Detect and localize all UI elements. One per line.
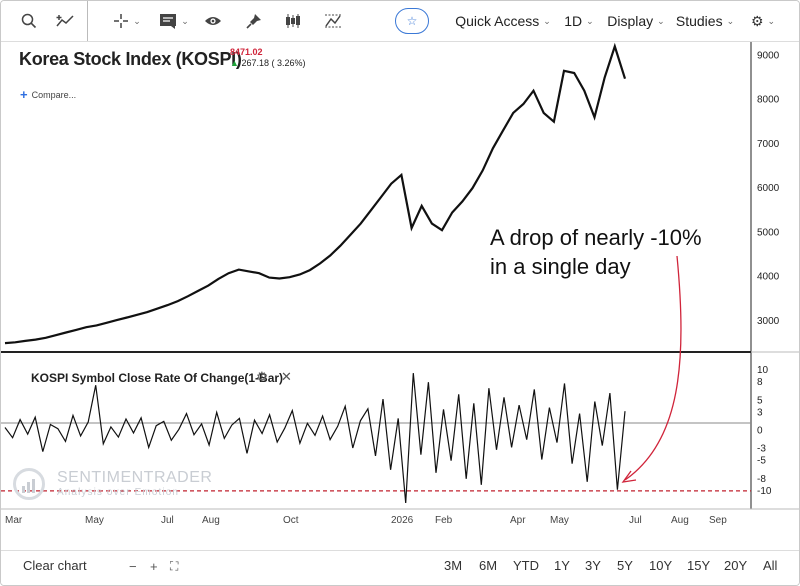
- bottom-toolbar: [1, 550, 799, 585]
- display-menu[interactable]: Display ⌄: [605, 1, 667, 41]
- compare-button[interactable]: + Compare...: [20, 87, 76, 102]
- price-axis-tick: 8000: [757, 95, 780, 106]
- price-axis-tick: 7000: [757, 139, 780, 150]
- range-button-15y[interactable]: 15Y: [687, 558, 711, 573]
- range-button-3m[interactable]: 3M: [444, 558, 463, 573]
- interval-label: 1D: [564, 13, 583, 29]
- range-button-6m[interactable]: 6M: [479, 558, 498, 573]
- fit-screen-icon[interactable]: ⛶: [170, 559, 179, 573]
- price-axis-tick: 4000: [757, 272, 780, 283]
- chevron-down-icon: ⌄: [657, 15, 665, 26]
- display-label: Display: [607, 13, 654, 29]
- x-axis-label: Sep: [709, 515, 727, 526]
- price-axis-tick: 9000: [757, 50, 780, 61]
- quick-access-menu[interactable]: Quick Access ⌄: [455, 1, 551, 41]
- annotation-arrow: [624, 255, 682, 481]
- quick-access-label: Quick Access: [455, 13, 540, 29]
- roc-axis-tick: 0: [757, 426, 763, 437]
- x-axis-label: 2026: [391, 515, 414, 526]
- indicator-title: KOSPI Symbol Close Rate Of Change(1-Bar): [31, 371, 284, 385]
- favorite-star-button[interactable]: ☆: [395, 8, 429, 34]
- price-change: ▲ 267.18 ( 3.26%): [230, 58, 305, 68]
- plus-icon: +: [20, 87, 28, 102]
- roc-axis-tick: -3: [757, 444, 766, 455]
- roc-axis-tick: 5: [757, 395, 763, 406]
- range-button-10y[interactable]: 10Y: [649, 558, 673, 573]
- range-button-5y[interactable]: 5Y: [617, 558, 633, 573]
- chevron-down-icon: ⌄: [767, 15, 776, 26]
- chevron-down-icon: ⌄: [133, 15, 141, 26]
- pin-icon[interactable]: [243, 1, 265, 41]
- annotation-arrow-head: [621, 470, 637, 483]
- chevron-down-icon: ⌄: [543, 15, 551, 26]
- chevron-down-icon: ⌄: [181, 15, 189, 26]
- last-price: 8471.02: [230, 47, 263, 57]
- toolbar-divider: [87, 1, 88, 41]
- price-axis-tick: 5000: [757, 227, 780, 238]
- price-series-line: [4, 42, 627, 345]
- annotation-text: A drop of nearly -10% in a single day: [490, 223, 702, 281]
- roc-axis-tick: 8: [757, 377, 763, 388]
- watermark-tagline: Analysis over Emotion: [57, 487, 180, 498]
- range-button-20y[interactable]: 20Y: [724, 558, 748, 573]
- settings-menu[interactable]: ⚙ ⌄: [746, 1, 780, 41]
- crosshair-icon[interactable]: ⌄: [111, 1, 143, 41]
- roc-axis-tick: -10: [757, 486, 772, 497]
- clear-chart-button[interactable]: Clear chart: [23, 558, 87, 573]
- chart-title: Korea Stock Index (KOSPI): [19, 49, 242, 69]
- interval-menu[interactable]: 1D ⌄: [561, 1, 597, 41]
- price-axis-tick: 3000: [757, 316, 780, 327]
- price-change-value: 267.18 ( 3.26%): [241, 58, 306, 68]
- x-axis-label: Apr: [510, 515, 526, 526]
- roc-axis-tick: -8: [757, 474, 766, 485]
- eye-icon[interactable]: [201, 1, 225, 41]
- x-axis-label: May: [550, 515, 569, 526]
- range-button-ytd[interactable]: YTD: [513, 558, 539, 573]
- range-button-3y[interactable]: 3Y: [585, 558, 601, 573]
- indicator-close-icon[interactable]: ✕: [281, 369, 292, 384]
- search-icon[interactable]: [17, 1, 41, 41]
- chart-type-icon[interactable]: ⌄: [157, 1, 191, 41]
- x-axis-label: Jul: [161, 515, 174, 526]
- chart-canvas[interactable]: 3000 4000 5000 6000 7000 8000 9000 108 53 0 -3-5 -…: [1, 1, 799, 549]
- indicator-settings-gear-icon[interactable]: ⚙: [256, 369, 268, 384]
- roc-series-line: [4, 373, 626, 504]
- top-toolbar: ⌄ ⌄ ☆ Quick Access ⌄ 1D ⌄ Display ⌄: [1, 1, 799, 42]
- gear-icon: ⚙: [750, 12, 764, 29]
- watermark-logo-icon: [13, 468, 45, 500]
- x-axis-label: Aug: [671, 515, 689, 526]
- up-arrow-icon: ▲: [230, 58, 239, 68]
- price-axis-tick: 6000: [757, 183, 780, 194]
- annotation-line-1: A drop of nearly -10%: [490, 225, 702, 250]
- zoom-out-button[interactable]: −: [129, 559, 137, 574]
- chevron-down-icon: ⌄: [726, 15, 735, 26]
- range-button-all[interactable]: All: [763, 558, 778, 573]
- draw-trend-icon[interactable]: [53, 1, 79, 41]
- chevron-down-icon: ⌄: [586, 15, 594, 26]
- x-axis-label: Oct: [283, 515, 299, 526]
- zoom-in-button[interactable]: +: [150, 559, 158, 574]
- studies-label: Studies: [675, 13, 723, 29]
- roc-axis-tick: 3: [757, 407, 763, 418]
- studies-menu[interactable]: Studies ⌄: [675, 1, 735, 41]
- x-axis-label: Mar: [5, 515, 23, 526]
- watermark-name: SENTIMENTRADER: [57, 469, 213, 486]
- x-axis-label: Feb: [435, 515, 453, 526]
- x-axis-label: Jul: [629, 515, 642, 526]
- annotation-line-2: in a single day: [490, 254, 631, 279]
- candlestick-icon[interactable]: [281, 1, 305, 41]
- x-axis-label: Aug: [202, 515, 220, 526]
- roc-axis-tick: 10: [757, 365, 769, 376]
- star-icon: ☆: [406, 14, 418, 28]
- x-axis-label: May: [85, 515, 104, 526]
- compare-label: Compare...: [31, 90, 77, 100]
- watermark-bars-icon: [22, 479, 35, 493]
- range-button-1y[interactable]: 1Y: [554, 558, 570, 573]
- zigzag-icon[interactable]: [321, 1, 345, 41]
- roc-axis-tick: -5: [757, 456, 766, 467]
